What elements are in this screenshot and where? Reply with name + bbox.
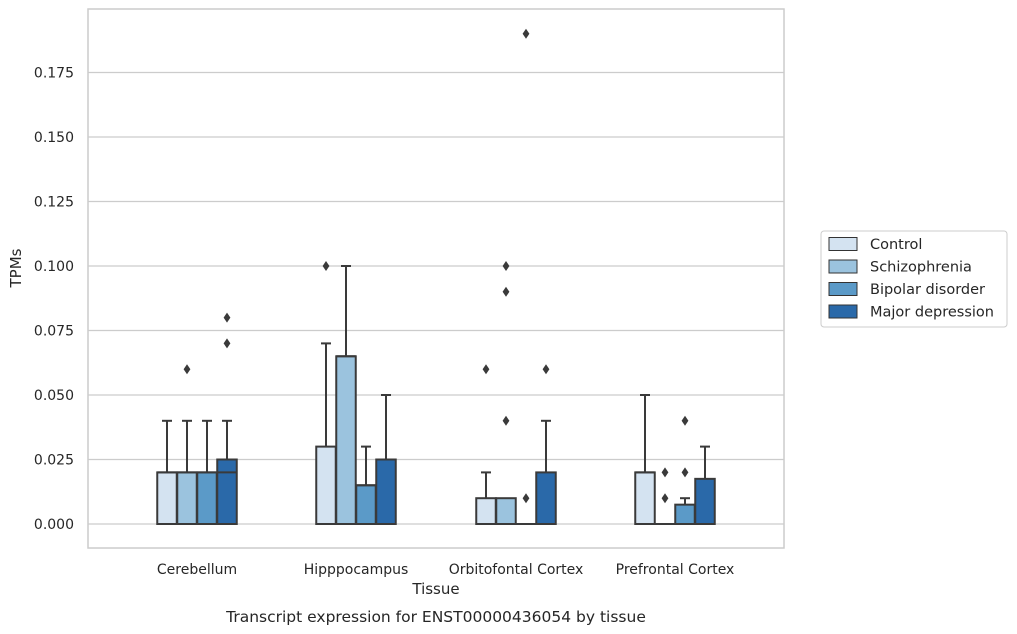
box-schizophrenia bbox=[495, 497, 517, 526]
box-major-depression bbox=[535, 419, 557, 525]
box-bipolar-disorder bbox=[674, 497, 696, 525]
outlier-point bbox=[502, 286, 510, 297]
box-body bbox=[335, 355, 357, 525]
box-body bbox=[694, 477, 716, 526]
outlier-point bbox=[522, 28, 530, 39]
box-major-depression bbox=[216, 419, 238, 525]
y-tick-label: 0.175 bbox=[34, 66, 74, 82]
y-tick-label: 0.050 bbox=[34, 388, 74, 404]
x-tick-label: Hipppocampus bbox=[304, 562, 409, 578]
gridlines bbox=[88, 71, 784, 525]
outlier-point bbox=[522, 493, 530, 504]
box-control bbox=[156, 419, 178, 525]
legend-swatch bbox=[828, 304, 858, 319]
box-schizophrenia bbox=[176, 419, 198, 525]
box-body bbox=[196, 471, 218, 525]
legend-swatch bbox=[828, 282, 858, 296]
y-axis-title: TPMs bbox=[7, 248, 25, 288]
box-body bbox=[315, 445, 337, 526]
outlier-point bbox=[681, 415, 689, 426]
box-body bbox=[176, 471, 198, 525]
outlier-point bbox=[183, 364, 191, 375]
x-axis-title: Tissue bbox=[411, 580, 459, 598]
outlier-point bbox=[482, 364, 490, 375]
legend-label: Bipolar disorder bbox=[870, 282, 985, 298]
x-tick-labels: Cerebellum Hipppocampus Orbitofontal Corte… bbox=[157, 562, 734, 578]
chart-caption: Transcript expression for ENST0000043605… bbox=[225, 608, 646, 626]
box-body bbox=[375, 458, 397, 525]
box-control bbox=[315, 342, 337, 526]
x-tick-label: Orbitofontal Cortex bbox=[449, 562, 584, 578]
outlier-point bbox=[502, 415, 510, 426]
box-groups bbox=[156, 265, 716, 526]
legend-swatch bbox=[828, 237, 858, 251]
outlier-point bbox=[661, 493, 669, 504]
box-schizophrenia bbox=[335, 265, 357, 525]
box-body bbox=[216, 458, 238, 525]
legend-label: Schizophrenia bbox=[870, 260, 972, 276]
y-tick-label: 0.125 bbox=[34, 195, 74, 211]
legend-frame bbox=[820, 230, 1008, 328]
outlier-point bbox=[681, 467, 689, 478]
outlier-point bbox=[542, 364, 550, 375]
x-tick-label: Prefrontal Cortex bbox=[616, 562, 735, 578]
outlier-point bbox=[502, 261, 510, 271]
y-tick-label: 0.025 bbox=[34, 453, 74, 469]
legend: Control Schizophrenia Bipolar disorder Majo… bbox=[820, 230, 1008, 328]
box-bipolar-disorder bbox=[196, 419, 218, 525]
box-bipolar-disorder bbox=[355, 445, 377, 525]
box-body bbox=[156, 471, 178, 525]
box-control bbox=[475, 471, 497, 526]
outlier-points bbox=[183, 28, 689, 504]
outlier-point bbox=[661, 467, 669, 478]
outlier-point bbox=[223, 312, 231, 323]
legend-label: Major depression bbox=[870, 305, 994, 321]
outlier-point bbox=[223, 338, 231, 349]
box-body bbox=[674, 503, 696, 525]
box-body bbox=[475, 497, 497, 526]
y-tick-label: 0.000 bbox=[34, 517, 74, 533]
outlier-point bbox=[322, 261, 330, 271]
legend-items: Control Schizophrenia Bipolar disorder Majo… bbox=[828, 237, 994, 321]
box-body bbox=[495, 497, 517, 526]
box-major-depression bbox=[694, 445, 716, 526]
y-tick-label: 0.075 bbox=[34, 324, 74, 340]
y-tick-labels: 0.000 0.025 0.050 0.075 0.100 0.125 0.150 0.175 bbox=[34, 66, 74, 534]
box-body bbox=[355, 484, 377, 525]
y-tick-label: 0.150 bbox=[34, 130, 74, 146]
box-body bbox=[634, 471, 656, 525]
box-control bbox=[634, 394, 656, 525]
x-tick-label: Cerebellum bbox=[157, 562, 237, 578]
box-body bbox=[535, 471, 557, 525]
box-major-depression bbox=[375, 394, 397, 525]
y-tick-label: 0.100 bbox=[34, 259, 74, 275]
legend-swatch bbox=[828, 259, 858, 274]
legend-label: Control bbox=[870, 237, 922, 253]
plot-frame bbox=[87, 8, 785, 549]
